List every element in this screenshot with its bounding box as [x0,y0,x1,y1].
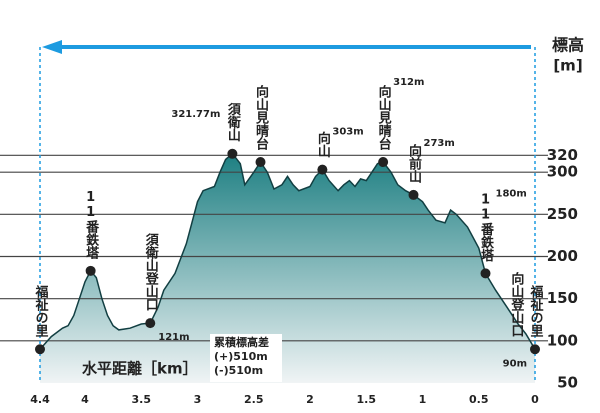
annotation: (-)510m [214,364,263,377]
x-axis-title: 水平距離［km］ [82,360,198,378]
y-tick-label: 150 [547,289,578,307]
y-axis-unit: [m] [553,57,582,75]
point-marker [255,157,266,168]
point-marker [317,164,328,175]
x-tick-label: 0.5 [469,393,489,406]
point-name: 向山見晴台 [376,84,393,151]
point-name: 須衛山 [225,103,242,143]
y-axis-title: 標高 [552,36,584,55]
x-tick-label: 3.5 [132,393,152,406]
point-name: 向山見晴台 [253,84,270,151]
x-tick-label: 4.4 [30,393,50,406]
point-marker [145,318,156,329]
annotation-box [210,334,282,382]
y-tick-label: 320 [547,146,578,164]
point-name: 11番鉄塔 [83,190,100,259]
point-elevation-label: 90m [503,358,527,369]
point-name: 向前山 [406,143,422,184]
point-name: 向山 [315,131,330,159]
point-marker [408,189,419,200]
x-tick-label: 3 [194,393,202,406]
point-name: 福祉の里 [528,285,545,339]
y-tick-label: 250 [547,205,578,223]
point-marker [85,265,96,276]
point-elevation-label: 180m [496,188,527,199]
point-name: 向山登山口 [508,272,525,338]
point-elevation-label: 312m [393,77,424,88]
point-marker [35,344,45,355]
y-tick-label: 300 [547,163,578,181]
point-elevation-label: 303m [332,127,363,138]
profile-line [39,152,536,350]
point-marker [378,157,389,168]
point-elevation-label: 321.77m [171,109,220,120]
point-elevation-label: 273m [424,138,455,149]
point-marker [530,344,540,355]
profile-area [40,153,535,383]
y-tick-label: 200 [547,247,578,265]
point-marker [227,148,238,159]
point-name: 須衛山登山口 [143,233,160,311]
point-name: 11番鉄塔 [478,192,495,261]
point-name: 福祉の里 [33,285,50,339]
x-tick-label: 4 [81,393,89,406]
x-tick-label: 1.5 [357,393,377,406]
point-marker [480,268,491,279]
x-tick-label: 2 [306,393,314,406]
x-tick-label: 0 [531,393,539,406]
y-tick-label: 100 [547,331,578,349]
direction-arrow-head [42,40,62,54]
annotation: 累積標高差 [214,335,269,349]
y-tick-label: 50 [557,374,578,392]
x-tick-label: 1 [419,393,427,406]
x-tick-label: 2.5 [244,393,264,406]
point-elevation-label: 121m [158,332,189,343]
annotation: (+)510m [214,350,268,363]
